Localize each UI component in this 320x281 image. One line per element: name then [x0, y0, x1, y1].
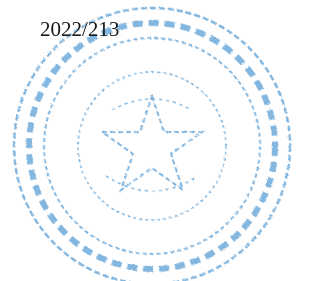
seal-star	[102, 96, 202, 190]
seal-outer-ring	[14, 8, 290, 281]
stamp-area: 2022/213	[0, 0, 292, 281]
seal-letter-band	[29, 23, 275, 269]
reference-number: 2022/213	[40, 17, 119, 41]
page: {"document": {"reference": "2022/213"}} …	[0, 0, 292, 281]
seal-inner-ring	[44, 38, 260, 254]
seal	[14, 8, 290, 281]
